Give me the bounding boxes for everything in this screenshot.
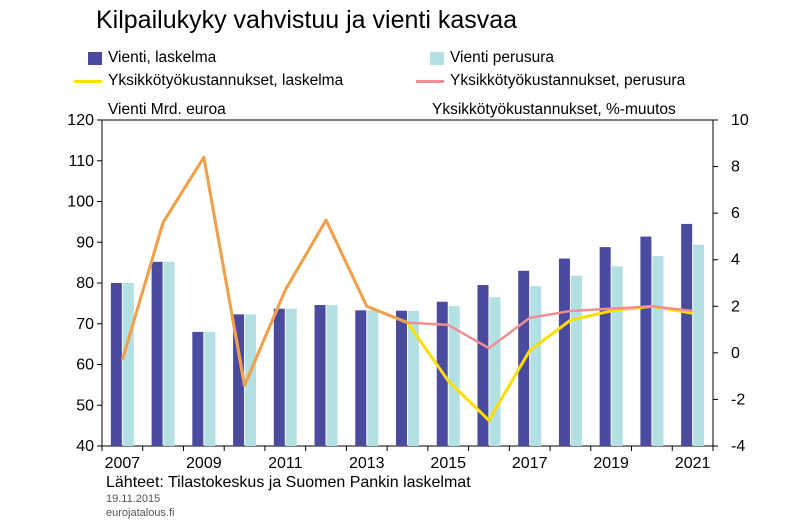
legend-yks-laskelma: Yksikkötyökustannukset, laskelma — [74, 72, 343, 90]
legend-label-yks-perusura: Yksikkötyökustannukset, perusura — [450, 72, 686, 89]
site-note: eurojatalous.fi — [106, 507, 175, 519]
right-tick-label: -2 — [731, 391, 745, 408]
bar-vienti-perusura — [611, 266, 623, 446]
bar-vienti-perusura — [285, 308, 297, 446]
bar-vienti-laskelma — [396, 310, 407, 446]
right-tick-label: 6 — [731, 205, 740, 222]
x-tick-label: 2013 — [349, 455, 385, 472]
legend-vienti-perusura: Vienti perusura — [430, 49, 554, 67]
right-tick-label: 2 — [731, 298, 740, 315]
legend-vienti-laskelma: Vienti, laskelma — [88, 49, 216, 67]
bar-vienti-perusura — [326, 305, 338, 446]
bar-vienti-laskelma — [233, 314, 245, 446]
bar-vienti-perusura — [570, 275, 582, 446]
bar-vienti-perusura — [652, 256, 664, 446]
legend-swatch-yks-perusura — [416, 79, 444, 83]
legend-swatch-yks-laskelma — [74, 79, 102, 83]
bar-vienti-perusura — [693, 244, 705, 446]
x-tick-label: 2019 — [593, 455, 629, 472]
right-tick-label: -4 — [731, 438, 745, 455]
legend-label-yks-laskelma: Yksikkötyökustannukset, laskelma — [108, 72, 344, 89]
bar-vienti-laskelma — [273, 308, 285, 446]
source-note: Lähteet: Tilastokeskus ja Suomen Pankin … — [106, 474, 471, 491]
legend-swatch-vienti-perusura — [430, 51, 444, 65]
bar-vienti-laskelma — [151, 261, 163, 446]
x-tick-label: 2015 — [430, 455, 466, 472]
x-tick-label: 2011 — [268, 455, 303, 472]
x-tick-label: 2009 — [186, 455, 222, 472]
bar-vienti-perusura — [408, 310, 419, 446]
legend-label-vienti-perusura: Vienti perusura — [450, 49, 554, 66]
left-axis-title: Vienti Mrd. euroa — [108, 101, 226, 118]
bar-vienti-laskelma — [599, 247, 611, 446]
bar-vienti-perusura — [448, 306, 460, 446]
left-tick-label: 40 — [76, 438, 94, 455]
bar-vienti-laskelma — [681, 223, 693, 446]
left-tick-label: 90 — [76, 234, 94, 251]
left-tick-label: 100 — [67, 194, 94, 211]
bar-vienti-laskelma — [558, 258, 570, 446]
chart-title: Kilpailukyky vahvistuu ja vienti kasvaa — [96, 6, 518, 34]
legend-yks-perusura: Yksikkötyökustannukset, perusura — [416, 72, 685, 90]
bar-vienti-laskelma — [355, 310, 367, 446]
right-tick-label: 10 — [731, 112, 749, 129]
right-axis-title: Yksikkötyökustannukset, %-muutos — [432, 101, 676, 118]
bar-vienti-perusura — [122, 283, 134, 446]
left-tick-label: 110 — [68, 153, 94, 170]
bar-vienti-laskelma — [110, 283, 122, 446]
legend-label-vienti-laskelma: Vienti, laskelma — [108, 49, 217, 66]
x-tick-label: 2007 — [105, 455, 141, 472]
left-tick-label: 70 — [76, 316, 94, 333]
bar-vienti-perusura — [163, 261, 175, 446]
bar-vienti-perusura — [367, 310, 379, 446]
bar-vienti-laskelma — [192, 331, 204, 446]
date-note: 19.11.2015 — [106, 493, 161, 505]
line-yks-overlap — [120, 155, 409, 387]
x-tick-label: 2021 — [675, 455, 711, 472]
bar-vienti-perusura — [245, 314, 257, 446]
x-tick-label: 2017 — [512, 455, 548, 472]
bar-vienti-perusura — [204, 331, 216, 446]
right-tick-label: 8 — [731, 159, 740, 176]
bar-vienti-laskelma — [314, 305, 326, 446]
left-tick-label: 50 — [76, 397, 94, 414]
legend-swatch-vienti-laskelma — [88, 51, 102, 65]
right-tick-label: 0 — [731, 345, 740, 362]
left-tick-label: 120 — [67, 112, 94, 129]
right-tick-label: 4 — [731, 252, 740, 269]
bar-vienti-laskelma — [477, 285, 489, 446]
bar-vienti-laskelma — [640, 236, 652, 446]
left-tick-label: 80 — [76, 275, 94, 292]
left-tick-label: 60 — [76, 357, 94, 374]
bar-vienti-perusura — [530, 286, 542, 446]
bar-vienti-perusura — [489, 297, 501, 446]
